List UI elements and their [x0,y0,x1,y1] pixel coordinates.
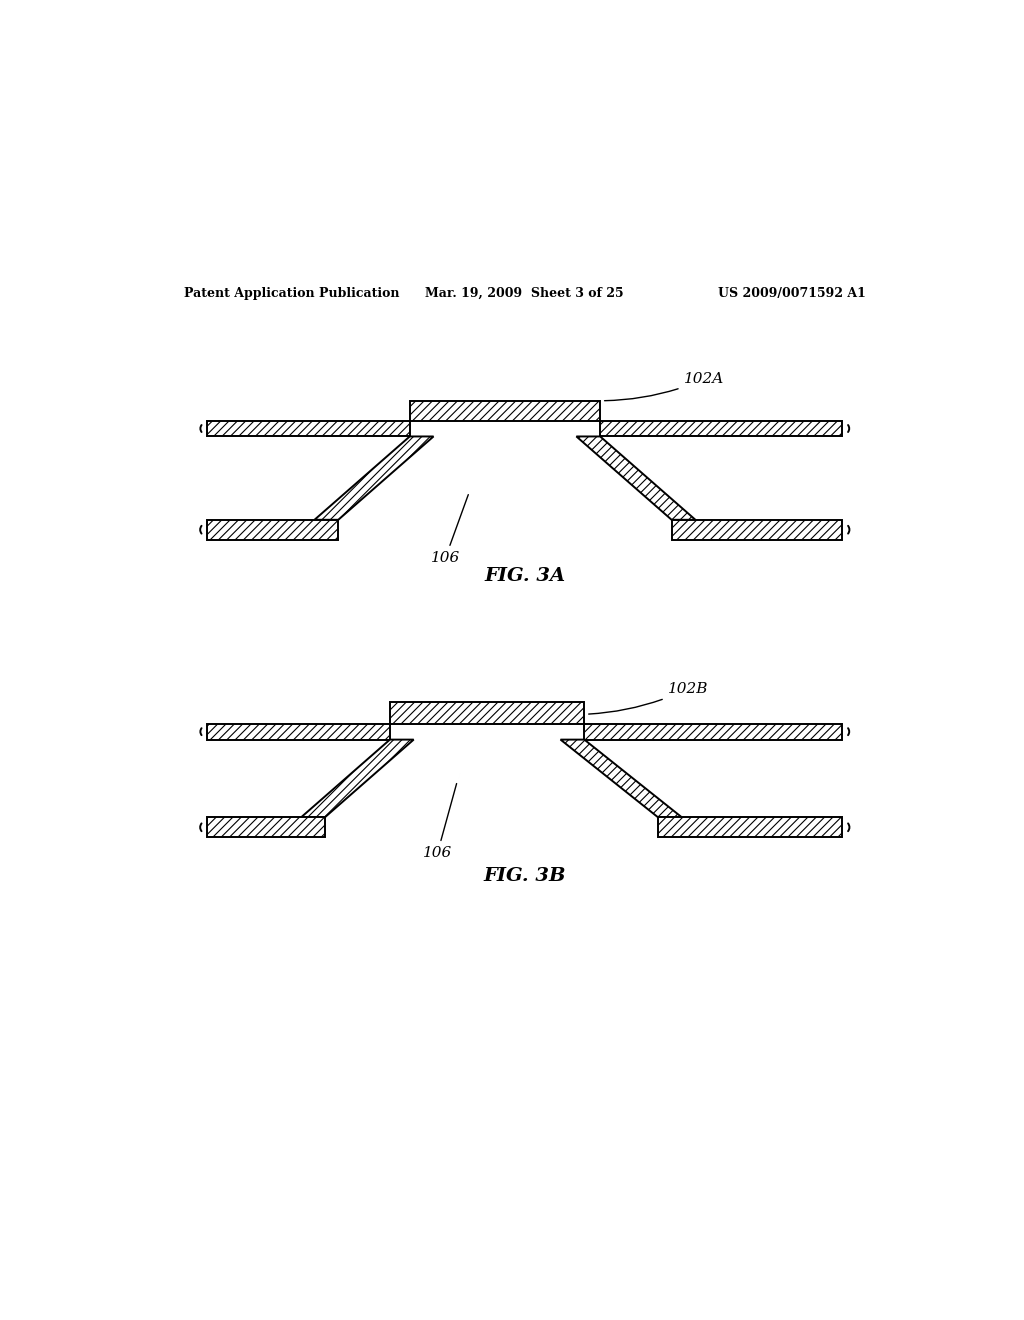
Polygon shape [658,817,842,837]
Polygon shape [207,723,390,739]
Text: 106: 106 [423,784,457,859]
Polygon shape [207,520,338,540]
Polygon shape [301,739,414,817]
Polygon shape [390,702,585,723]
Polygon shape [314,437,433,520]
Text: Patent Application Publication: Patent Application Publication [183,288,399,300]
Polygon shape [207,817,325,837]
Text: 102A: 102A [604,372,724,401]
Text: 102B: 102B [589,682,709,714]
Text: 106: 106 [431,495,468,565]
Polygon shape [600,421,842,437]
Text: FIG. 3B: FIG. 3B [483,867,566,884]
Polygon shape [207,421,410,437]
Text: Mar. 19, 2009  Sheet 3 of 25: Mar. 19, 2009 Sheet 3 of 25 [426,288,624,300]
Polygon shape [585,723,842,739]
Polygon shape [560,739,682,817]
Text: US 2009/0071592 A1: US 2009/0071592 A1 [718,288,866,300]
Polygon shape [577,437,695,520]
Polygon shape [672,520,842,540]
Text: FIG. 3A: FIG. 3A [484,568,565,585]
Polygon shape [410,401,600,421]
